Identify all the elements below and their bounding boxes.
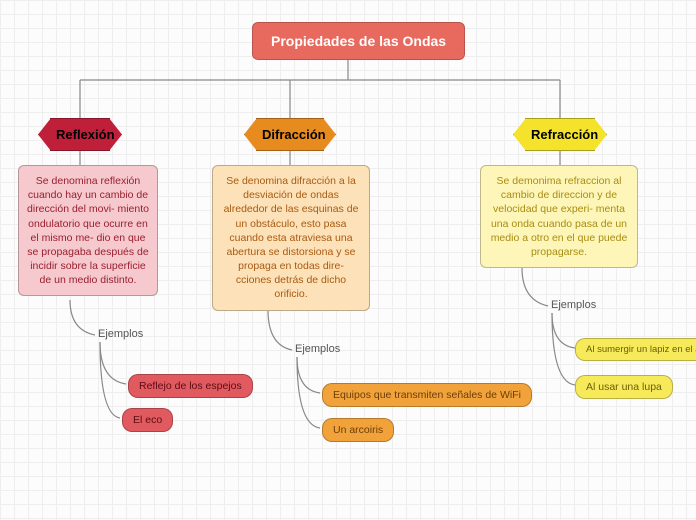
pill-reflexion-1: El eco — [122, 408, 173, 432]
hex-difraccion-label: Difracción — [256, 118, 324, 151]
examples-label-difraccion: Ejemplos — [295, 343, 340, 355]
pill-difraccion-0: Equipos que transmiten señales de WiFi — [322, 383, 532, 407]
pill-refraccion-1: Al usar una lupa — [575, 375, 673, 399]
desc-refraccion: Se demonima refraccion al cambio de dire… — [480, 165, 638, 268]
pill-refraccion-0: Al sumergir un lapiz en el agua — [575, 338, 696, 361]
pill-difraccion-1: Un arcoiris — [322, 418, 394, 442]
hex-difraccion: Difracción — [256, 118, 324, 151]
hex-reflexion-label: Reflexión — [50, 118, 110, 151]
pill-reflexion-0: Reflejo de los espejos — [128, 374, 253, 398]
title-node: Propiedades de las Ondas — [252, 22, 465, 60]
desc-reflexion: Se denomina reflexión cuando hay un camb… — [18, 165, 158, 296]
examples-label-reflexion: Ejemplos — [98, 328, 143, 340]
hex-refraccion-label: Refracción — [525, 118, 595, 151]
desc-difraccion: Se denomina difracción a la desviación d… — [212, 165, 370, 311]
hex-refraccion: Refracción — [525, 118, 595, 151]
hex-reflexion: Reflexión — [50, 118, 110, 151]
examples-label-refraccion: Ejemplos — [551, 299, 596, 311]
